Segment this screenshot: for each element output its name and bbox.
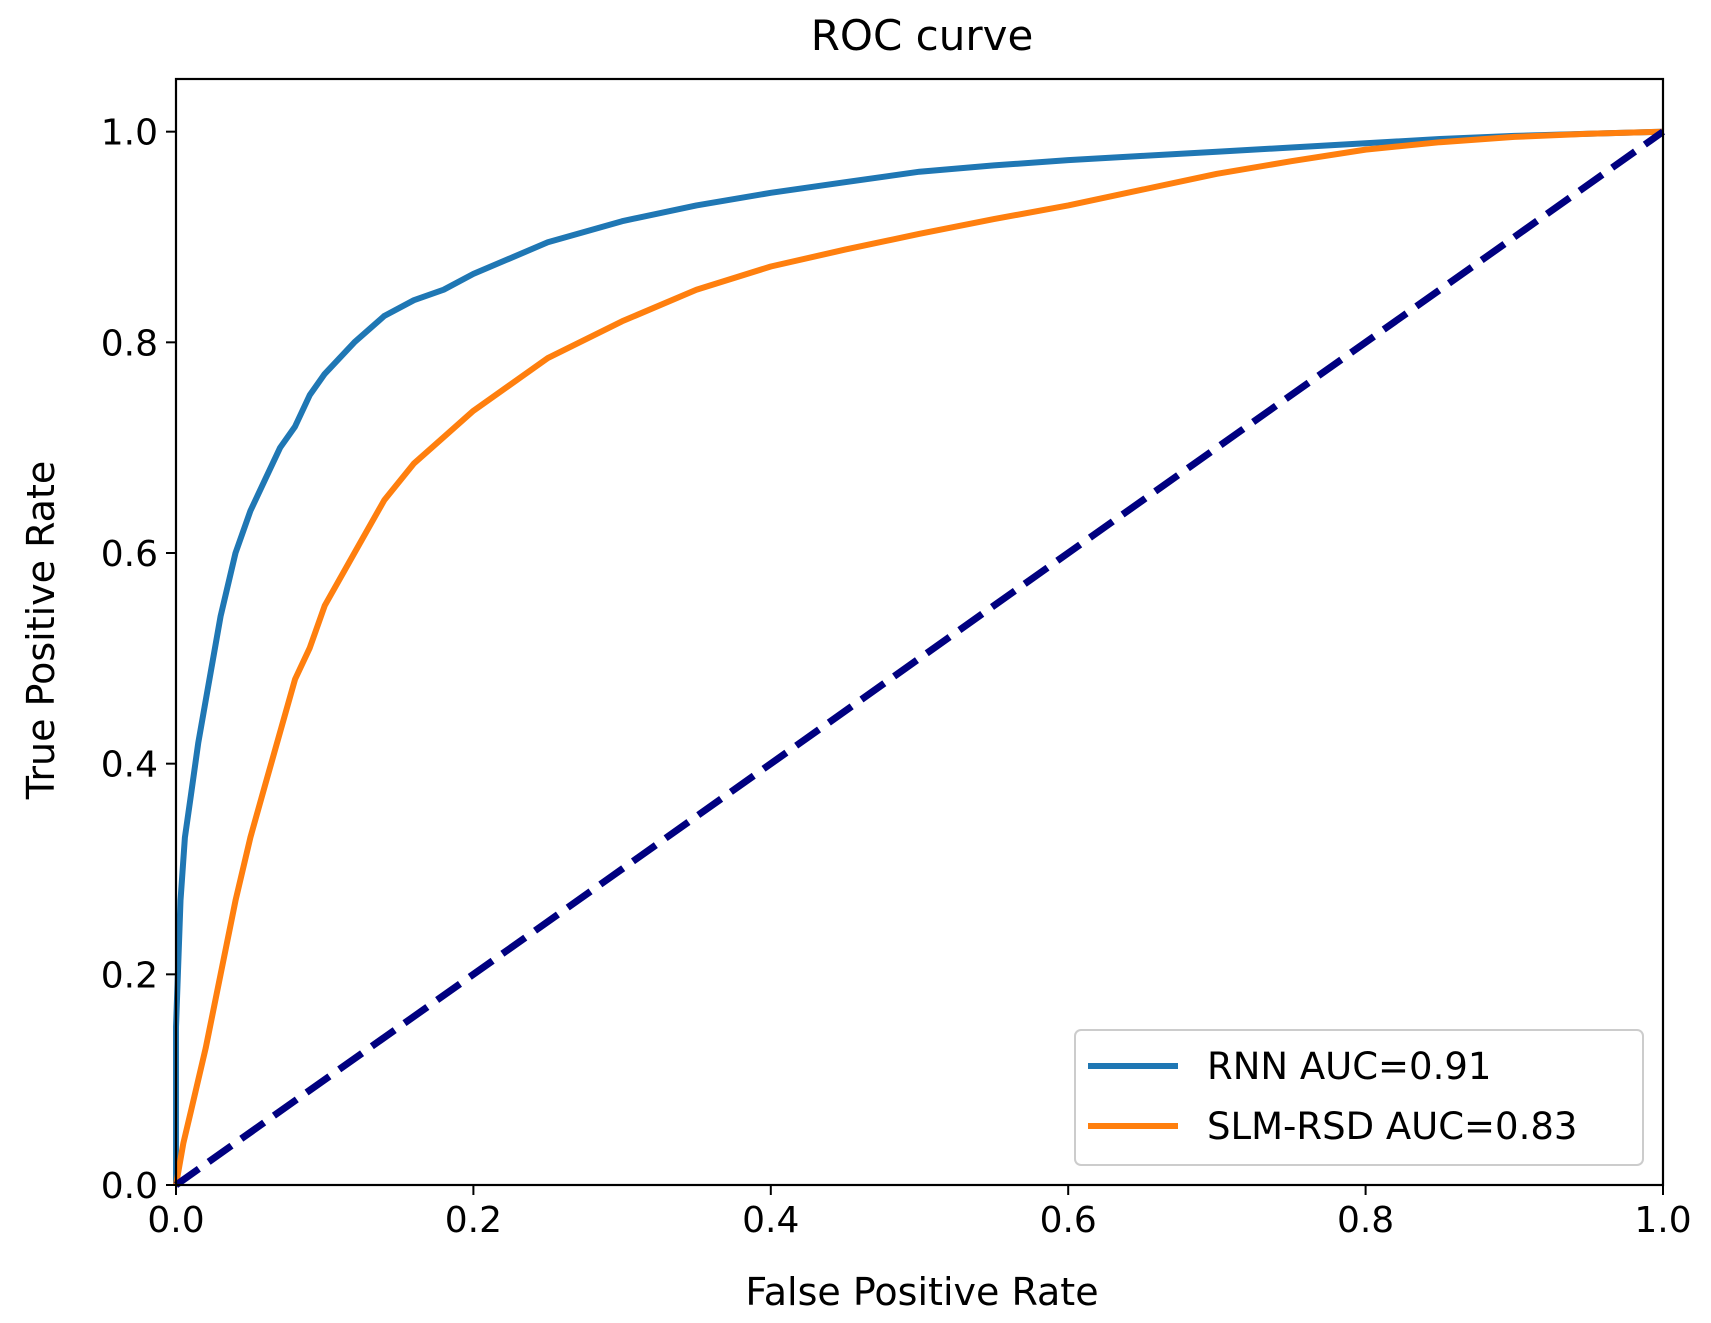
x-tick-label: 1.0 (1634, 1200, 1691, 1241)
y-axis: 0.0 0.2 0.4 0.6 0.8 1.0 (101, 113, 176, 1207)
plot-area (173, 128, 1666, 1188)
x-tick-label: 0.8 (1337, 1200, 1394, 1241)
y-tick-label: 0.8 (101, 323, 158, 364)
series-line-slm-rsd (173, 128, 1664, 1186)
series-line-chance (173, 128, 1666, 1188)
chart-title: ROC curve (811, 11, 1034, 60)
plot-frame (174, 77, 1665, 1187)
x-tick-label: 0.6 (1040, 1200, 1097, 1241)
legend-box (1074, 1029, 1644, 1166)
legend-label-rnn: RNN AUC=0.91 (1207, 1045, 1491, 1088)
x-axis-label: False Positive Rate (745, 1270, 1098, 1314)
y-tick-label: 0.0 (101, 1166, 158, 1207)
legend: RNN AUC=0.91 SLM-RSD AUC=0.83 (1074, 1029, 1644, 1166)
legend-label-slm-rsd: SLM-RSD AUC=0.83 (1207, 1105, 1577, 1148)
x-tick-label: 0.2 (445, 1200, 502, 1241)
y-tick-label: 1.0 (101, 113, 158, 154)
y-tick-label: 0.2 (101, 955, 158, 996)
x-tick-label: 0.4 (742, 1200, 799, 1241)
series-line-rnn (173, 128, 1664, 1185)
y-tick-label: 0.6 (101, 534, 158, 575)
x-axis: 0.0 0.2 0.4 0.6 0.8 1.0 (147, 1185, 1692, 1241)
y-tick-label: 0.4 (101, 745, 158, 786)
y-axis-label: True Positive Rate (19, 461, 63, 801)
x-tick-label: 0.0 (147, 1200, 204, 1241)
